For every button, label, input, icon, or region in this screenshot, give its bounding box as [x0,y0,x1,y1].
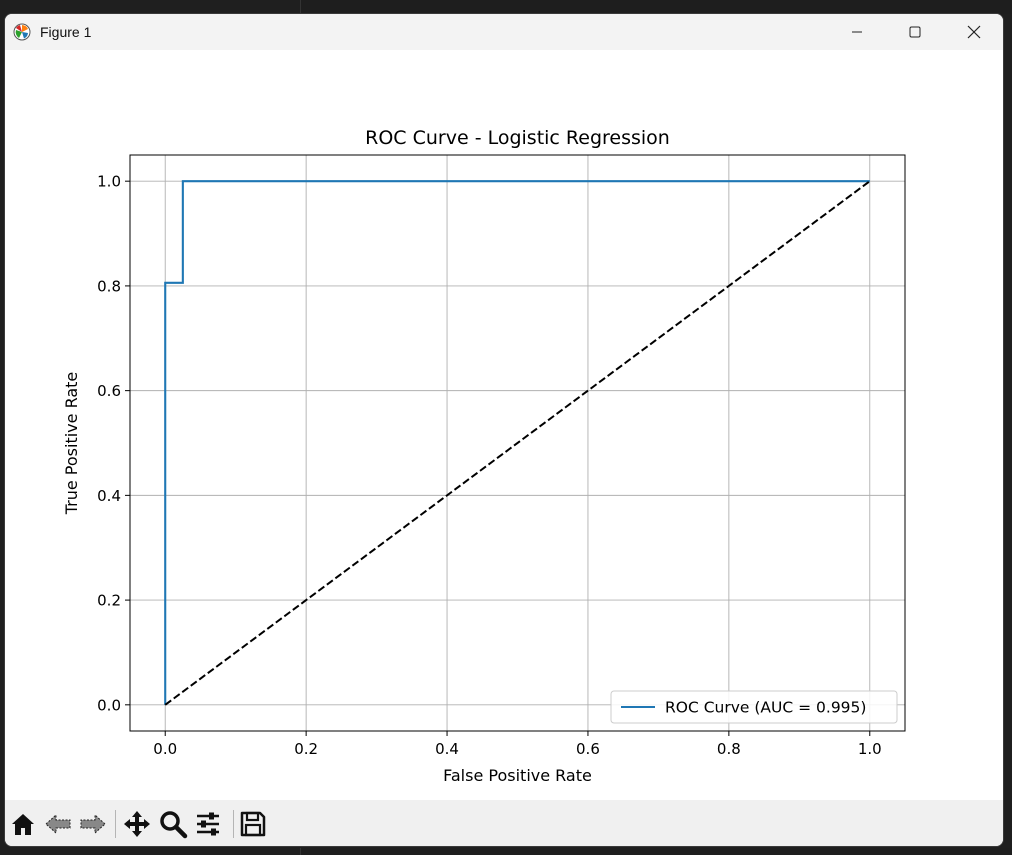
toolbar-separator [115,810,116,838]
forward-button[interactable] [76,807,110,841]
axis-ticks: 0.0 0.2 0.4 0.6 0.8 1.0 0.0 0.2 0.4 0.6 0.8 1.0 [97,173,882,758]
pan-icon [124,811,150,837]
chart-legend: ROC Curve (AUC = 0.995) [610,690,898,724]
zoom-button[interactable] [156,807,190,841]
background-editor-bottom [300,848,1012,855]
window-title: Figure 1 [40,24,92,40]
home-icon [12,814,34,835]
y-tick-label: 0.0 [97,696,121,714]
plot-lines [164,180,871,706]
x-tick-label: 0.0 [153,740,177,758]
baseline-diagonal-line [164,180,871,706]
save-icon [240,811,266,837]
close-icon [967,25,981,39]
back-button[interactable] [41,807,75,841]
y-tick-label: 0.6 [97,382,121,400]
title-bar[interactable]: Figure 1 [5,14,1003,50]
x-tick-label: 0.6 [576,740,600,758]
minimize-button[interactable] [828,14,886,50]
y-tick-label: 0.8 [97,277,121,295]
subplots-config-icon [197,812,219,836]
x-tick-label: 1.0 [858,740,882,758]
legend-box [610,690,898,724]
y-tick-label: 0.2 [97,592,121,610]
forward-icon [80,813,106,835]
y-tick-label: 1.0 [97,173,121,191]
x-tick-label: 0.2 [294,740,318,758]
navigation-toolbar [5,800,1003,846]
toolbar-separator [233,810,234,838]
y-tick-label: 0.4 [97,487,121,505]
x-axis-label: False Positive Rate [443,766,592,785]
close-button[interactable] [945,14,1003,50]
roc-curve-line [164,180,870,705]
configure-subplots-button[interactable] [191,807,225,841]
axes-frame [129,154,906,732]
save-button[interactable] [236,807,270,841]
back-icon [45,813,71,835]
background-editor [300,0,1012,14]
minimize-icon [852,31,862,33]
figure-canvas[interactable]: 0.0 0.2 0.4 0.6 0.8 1.0 0.0 0.2 0.4 0.6 0.8 1.0 ROC… [5,50,1003,800]
matplotlib-icon [13,23,31,41]
chart-title: ROC Curve - Logistic Regression [365,127,670,149]
home-button[interactable] [6,807,40,841]
x-tick-label: 0.4 [435,740,459,758]
x-tick-label: 0.8 [717,740,741,758]
pan-button[interactable] [120,807,154,841]
legend-label: ROC Curve (AUC = 0.995) [665,699,866,717]
maximize-button[interactable] [886,14,944,50]
roc-chart: 0.0 0.2 0.4 0.6 0.8 1.0 0.0 0.2 0.4 0.6 0.8 1.0 ROC… [5,50,1003,800]
maximize-icon [909,26,921,38]
figure-window: Figure 1 0.0 0.2 0.4 0.6 0.8 1.0 0.0 0.2 0.4 0.6 0… [4,13,1004,847]
zoom-icon [160,811,188,839]
y-axis-label: True Positive Rate [62,372,81,516]
